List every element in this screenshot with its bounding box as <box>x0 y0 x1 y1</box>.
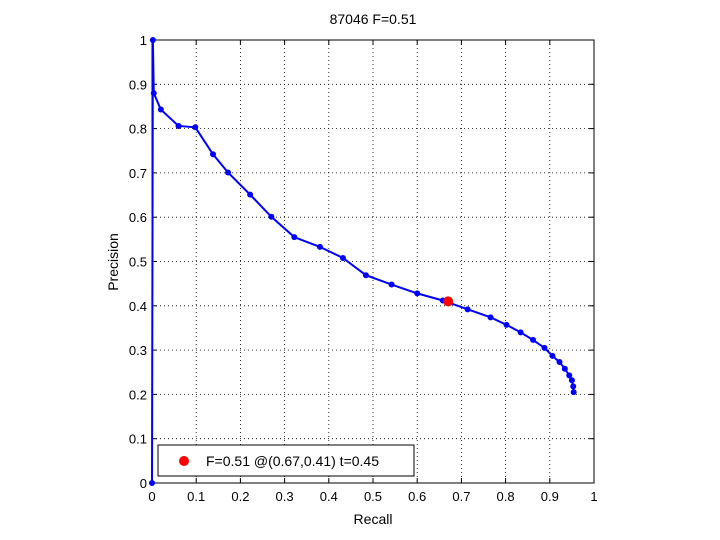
x-tick-label: 0.7 <box>452 489 470 504</box>
y-tick-label: 0.6 <box>129 210 147 225</box>
data-point <box>568 377 575 384</box>
data-point <box>149 480 155 486</box>
legend-marker <box>179 456 189 466</box>
x-axis-title: Recall <box>354 511 393 527</box>
x-tick-label: 0.6 <box>408 489 426 504</box>
y-tick-label: 0.8 <box>129 122 147 137</box>
data-point <box>561 365 568 372</box>
data-point <box>414 290 421 297</box>
data-point <box>225 169 232 176</box>
data-point <box>566 372 573 379</box>
data-point <box>570 383 577 390</box>
y-tick-label: 0.2 <box>129 387 147 402</box>
data-point <box>362 272 369 279</box>
data-point <box>530 336 537 343</box>
y-tick-label: 0.5 <box>129 255 147 270</box>
x-tick-label: 0.8 <box>497 489 515 504</box>
grid-lines <box>152 40 594 483</box>
y-tick-label: 0.4 <box>129 299 147 314</box>
data-point <box>149 37 156 43</box>
data-point <box>316 243 323 250</box>
chart-title: 87046 F=0.51 <box>330 11 417 27</box>
data-point <box>541 344 548 351</box>
x-tick-label: 0.4 <box>320 489 338 504</box>
y-axis-title: Precision <box>105 233 121 291</box>
data-point <box>268 213 275 220</box>
data-point <box>209 151 216 158</box>
pr-curve-points <box>149 37 577 486</box>
legend-label: F=0.51 @(0.67,0.41) t=0.45 <box>206 453 379 469</box>
y-tick-label: 0 <box>140 476 147 491</box>
y-axis-ticks: 0 0.1 0.2 0.3 0.4 0.5 0.6 0.7 0.8 0.9 1 <box>129 33 594 491</box>
y-tick-label: 0.7 <box>129 166 147 181</box>
x-tick-label: 0.3 <box>276 489 294 504</box>
x-tick-label: 0.9 <box>541 489 559 504</box>
data-point <box>556 359 563 366</box>
x-tick-label: 0.2 <box>231 489 249 504</box>
data-point <box>464 306 471 313</box>
data-point <box>549 352 556 359</box>
y-tick-label: 0.9 <box>129 77 147 92</box>
x-tick-label: 0.1 <box>187 489 205 504</box>
x-tick-label: 0 <box>148 489 155 504</box>
data-point <box>339 254 346 261</box>
data-point <box>247 191 254 198</box>
x-tick-label: 1 <box>590 489 597 504</box>
data-point <box>175 122 182 129</box>
y-tick-label: 1 <box>140 33 147 48</box>
data-point <box>517 329 524 336</box>
data-point <box>192 124 199 131</box>
data-point <box>150 90 157 97</box>
data-point <box>570 389 577 396</box>
data-point <box>388 281 395 288</box>
legend-box <box>157 444 415 477</box>
y-tick-label: 0.1 <box>129 432 147 447</box>
x-tick-label: 0.5 <box>364 489 382 504</box>
y-tick-label: 0.3 <box>129 343 147 358</box>
data-point <box>157 106 164 113</box>
data-point <box>487 314 494 321</box>
data-point <box>503 321 510 328</box>
x-axis-ticks: 0 0.1 0.2 0.3 0.4 0.5 0.6 0.7 0.8 0.9 1 <box>148 40 598 504</box>
legend: F=0.51 @(0.67,0.41) t=0.45 <box>157 444 415 477</box>
data-point <box>291 234 298 241</box>
best-f-point <box>443 296 454 307</box>
